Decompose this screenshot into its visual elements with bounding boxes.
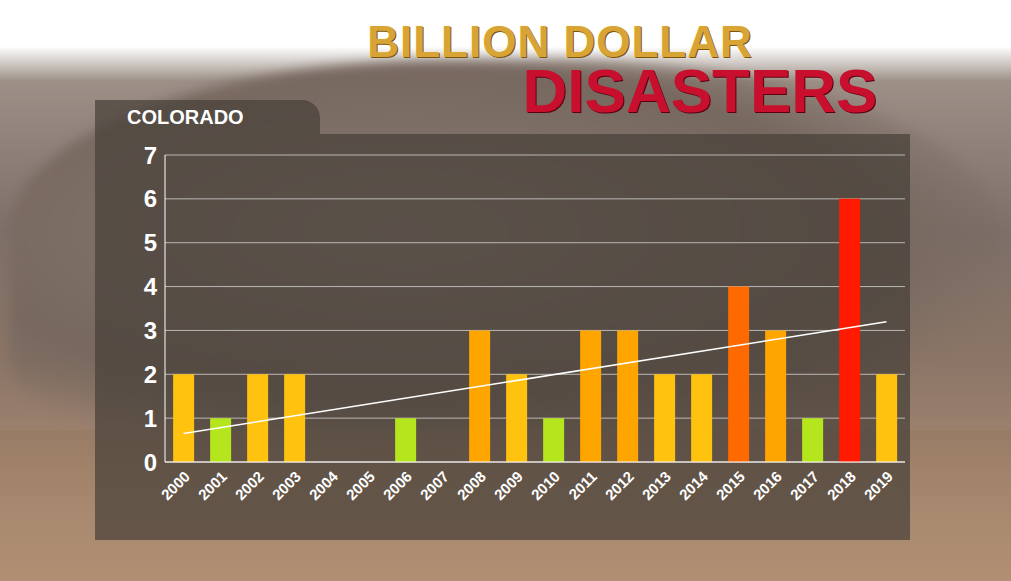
svg-text:2012: 2012 [602, 468, 638, 504]
svg-text:3: 3 [144, 317, 157, 344]
svg-text:2004: 2004 [306, 467, 342, 503]
svg-text:2011: 2011 [565, 468, 600, 503]
html-text:DISASTERS: DISASTERS [522, 56, 878, 125]
svg-text:5: 5 [144, 229, 157, 256]
svg-text:4: 4 [144, 273, 158, 300]
svg-text:2016: 2016 [750, 468, 786, 504]
svg-text:0: 0 [144, 449, 157, 476]
svg-text:2: 2 [144, 361, 157, 388]
svg-text:1: 1 [144, 405, 157, 432]
svg-text:2018: 2018 [824, 468, 860, 504]
svg-text:2008: 2008 [454, 468, 490, 504]
svg-text:2019: 2019 [861, 468, 897, 504]
svg-text:7: 7 [144, 142, 157, 169]
svg-text:2002: 2002 [232, 468, 268, 504]
html-text:COLORADO: COLORADO [127, 106, 244, 128]
svg-text:2000: 2000 [158, 468, 194, 504]
svg-text:2005: 2005 [343, 468, 379, 504]
svg-text:2015: 2015 [713, 468, 749, 504]
svg-text:2001: 2001 [195, 468, 231, 504]
svg-text:2006: 2006 [380, 468, 416, 504]
svg-text:2014: 2014 [676, 467, 712, 503]
svg-text:2013: 2013 [639, 468, 675, 504]
svg-text:2010: 2010 [528, 468, 564, 504]
svg-text:2003: 2003 [269, 468, 305, 504]
html-text:BILLION DOLLAR: BILLION DOLLAR [367, 17, 753, 66]
svg-text:2009: 2009 [491, 468, 527, 504]
svg-text:6: 6 [144, 185, 157, 212]
svg-text:2007: 2007 [417, 468, 453, 504]
svg-text:2017: 2017 [787, 468, 823, 504]
